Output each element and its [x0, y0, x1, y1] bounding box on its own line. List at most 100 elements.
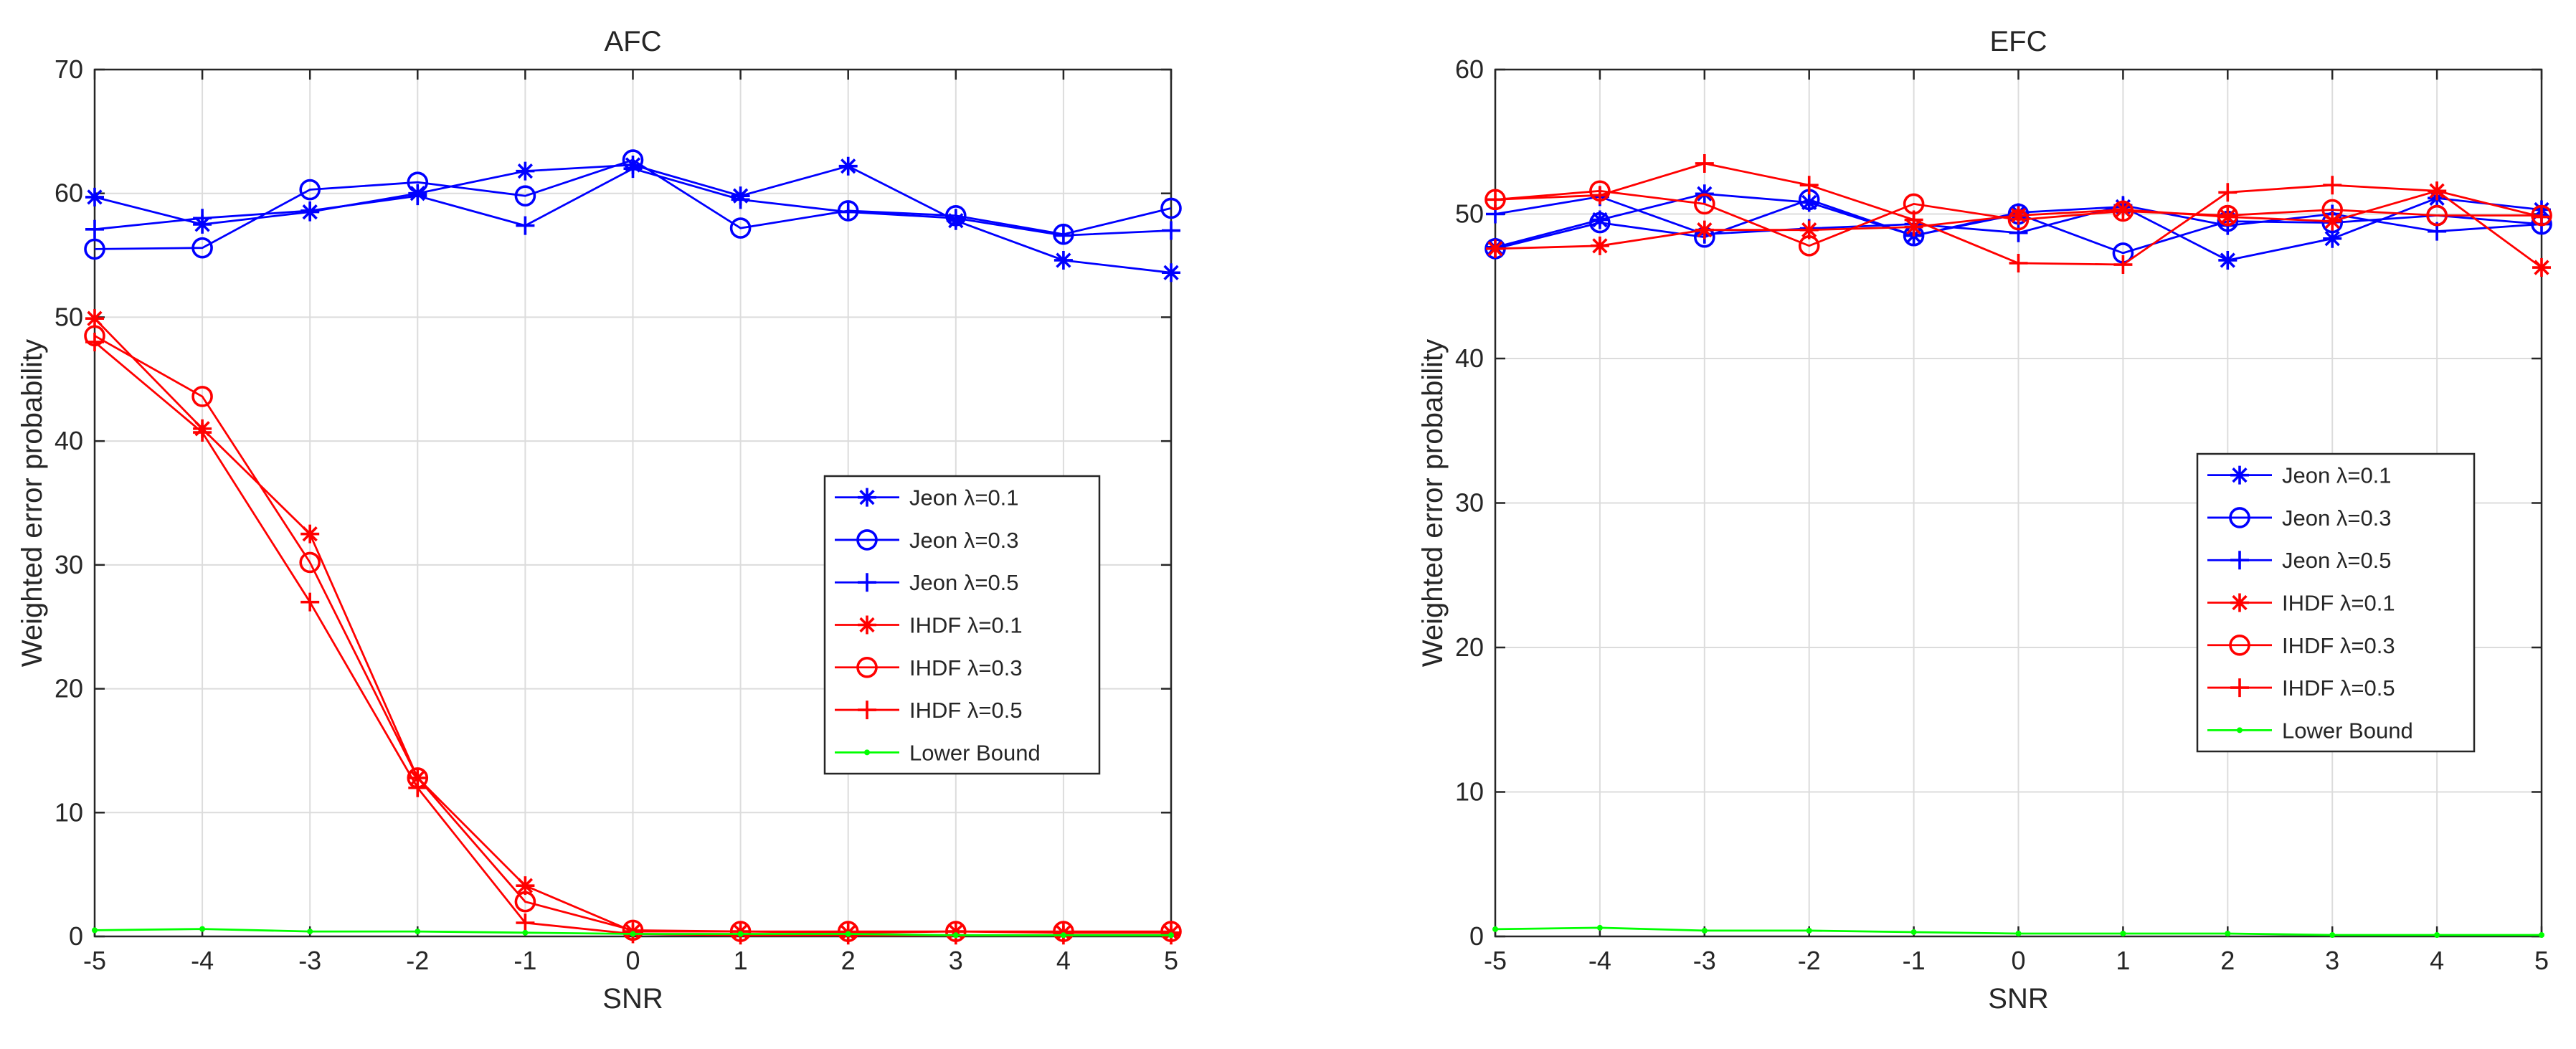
x-tick-label: 0 [2011, 946, 2025, 975]
data-point [1798, 235, 1820, 257]
data-point [2113, 255, 2133, 275]
legend: Jeon λ=0.1 Jeon λ=0.3 Jeon λ=0.5 IHDF λ=0.1… [2196, 452, 2476, 753]
data-point [299, 551, 321, 574]
x-axis-label: SNR [1988, 983, 2048, 1015]
data-point [191, 386, 213, 407]
data-point [1590, 236, 1609, 255]
data-point [630, 931, 636, 937]
legend-marker [856, 656, 878, 678]
legend-label: Jeon λ=0.3 [2282, 505, 2392, 531]
legend-label: Jeon λ=0.1 [909, 485, 1019, 511]
data-point [1695, 153, 1714, 173]
chart-efc: -5 -4 -3 -2 -1 0 1 2 3 4 50102030405060EFCSNRWeigh… [1417, 26, 2552, 1015]
data-point [92, 927, 98, 934]
data-point [2428, 181, 2447, 201]
data-point [85, 309, 104, 328]
legend-marker [2229, 507, 2250, 528]
data-point [1486, 190, 1505, 209]
legend-item-lower-bound: Lower Bound [835, 740, 1041, 765]
chart-title: EFC [1990, 26, 2047, 57]
legend-item-lower-bound: Lower Bound [2207, 718, 2413, 743]
x-tick-label: -3 [1693, 946, 1716, 975]
data-point [1590, 186, 1609, 205]
series-ihdf-lambda-0-3 [1484, 180, 2552, 257]
legend-label: IHDF λ=0.1 [2282, 591, 2395, 616]
data-point [199, 926, 206, 932]
y-tick-label: 10 [55, 797, 83, 827]
x-tick-label: 1 [734, 946, 748, 975]
legend-label: IHDF λ=0.5 [2282, 675, 2395, 701]
x-tick-label: -5 [1484, 946, 1507, 975]
series-line [1495, 189, 2542, 247]
legend-marker [858, 701, 876, 720]
legend-label: Jeon λ=0.1 [2282, 463, 2392, 488]
legend-item-jeon-lambda-0-3: Jeon λ=0.3 [835, 528, 1019, 553]
x-tick-label: -1 [513, 946, 536, 975]
data-point [1695, 220, 1714, 239]
x-tick-label: -4 [1588, 946, 1611, 975]
data-point [193, 209, 212, 228]
x-tick-label: 0 [625, 946, 640, 975]
data-point [516, 216, 535, 235]
data-point [193, 423, 212, 442]
data-point [2218, 207, 2238, 227]
legend-marker [2237, 727, 2243, 734]
data-point [2113, 200, 2133, 219]
data-point [516, 913, 535, 932]
data-point [1590, 210, 1609, 229]
x-tick-label: 4 [1056, 946, 1071, 975]
data-point [85, 219, 104, 239]
data-point [2321, 199, 2343, 221]
series-ihdf-lambda-0-5 [1486, 153, 2551, 275]
y-tick-label: 60 [55, 179, 83, 208]
data-point [845, 931, 851, 937]
legend-marker [2230, 593, 2249, 612]
series-jeon-lambda-0-5 [85, 159, 1180, 245]
data-point [2434, 931, 2440, 938]
data-point [2426, 204, 2448, 227]
legend-item-jeon-lambda-0-5: Jeon λ=0.5 [835, 570, 1019, 595]
data-point [2120, 930, 2126, 936]
chart-afc: -5 -4 -3 -2 -1 0 1 2 3 4 5010203040506070AFCSNRWei… [16, 26, 1182, 1015]
data-point [408, 186, 427, 206]
data-point [1589, 212, 1611, 234]
data-point [85, 332, 104, 351]
legend-marker [2230, 551, 2249, 570]
data-point [300, 201, 320, 220]
y-axis-label: Weighted error probability [1417, 339, 1449, 667]
data-point [2009, 223, 2028, 242]
data-point [2218, 250, 2238, 270]
data-point [2015, 930, 2022, 936]
data-point [1799, 176, 1819, 195]
data-point [1060, 932, 1066, 939]
legend-marker [858, 615, 876, 635]
legend-marker [2230, 465, 2249, 485]
data-point [1910, 929, 1917, 935]
data-point [516, 161, 535, 181]
y-tick-label: 20 [1455, 632, 1484, 662]
data-point [2112, 200, 2134, 222]
y-tick-label: 50 [1455, 199, 1484, 229]
data-point [2539, 931, 2544, 938]
data-point [1799, 220, 1819, 239]
data-point [2329, 931, 2336, 938]
legend-marker [864, 749, 870, 756]
y-axis-label: Weighted error probability [16, 339, 48, 667]
data-point [1904, 210, 1923, 229]
data-point [2218, 183, 2238, 202]
x-tick-label: -2 [406, 946, 429, 975]
y-tick-label: 0 [1469, 921, 1484, 951]
legend-item-ihdf-lambda-0-5: IHDF λ=0.5 [2207, 675, 2395, 701]
data-point [946, 209, 965, 228]
legend-item-ihdf-lambda-0-3: IHDF λ=0.3 [2207, 633, 2395, 658]
data-point [415, 929, 421, 935]
data-point [1486, 239, 1505, 258]
y-tick-label: 30 [1455, 488, 1484, 518]
data-point [1168, 932, 1174, 939]
x-tick-label: -4 [191, 946, 214, 975]
legend-item-ihdf-lambda-0-5: IHDF λ=0.5 [835, 698, 1023, 723]
y-tick-label: 40 [55, 426, 83, 455]
legend-label: IHDF λ=0.3 [2282, 633, 2395, 658]
